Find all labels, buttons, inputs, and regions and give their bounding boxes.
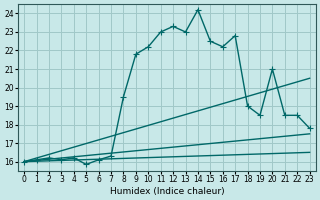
X-axis label: Humidex (Indice chaleur): Humidex (Indice chaleur) [109, 187, 224, 196]
